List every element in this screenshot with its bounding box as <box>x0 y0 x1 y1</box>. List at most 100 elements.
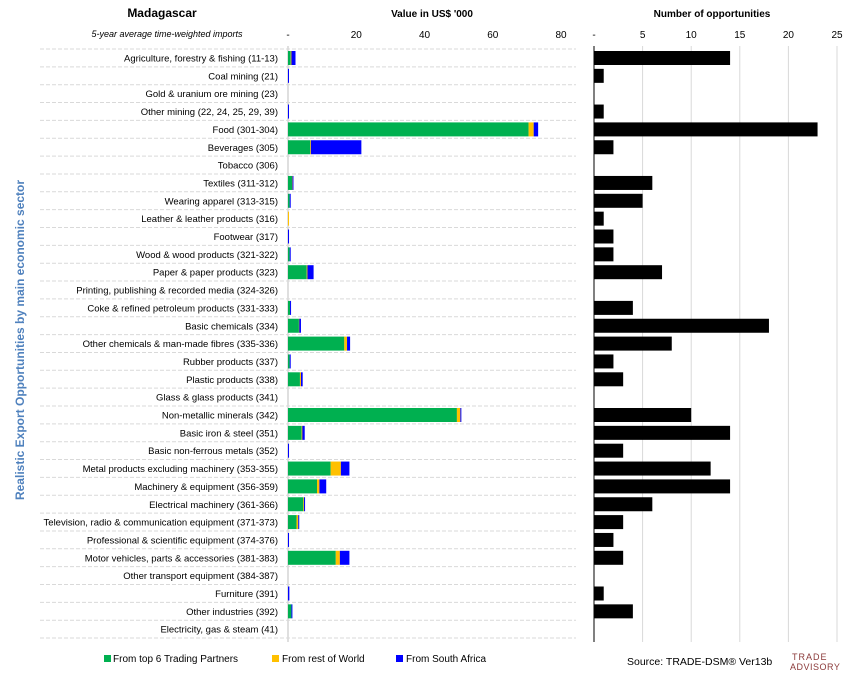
value-bar-sa <box>307 265 314 280</box>
value-bar-sa <box>310 140 362 155</box>
category-label: Basic non-ferrous metals (352) <box>148 446 278 457</box>
category-label: Non-metallic minerals (342) <box>162 411 278 422</box>
count-bar <box>594 497 653 512</box>
category-label: Motor vehicles, parts & accessories (381… <box>85 553 278 564</box>
value-bar-sa <box>347 336 351 351</box>
count-bar <box>594 532 614 547</box>
legend-label-top6: From top 6 Trading Partners <box>113 654 238 665</box>
count-tick-label: 5 <box>640 30 646 41</box>
value-tick-label: 40 <box>419 30 431 41</box>
value-bar-top6 <box>288 140 311 155</box>
count-bar <box>594 193 643 208</box>
count-bar <box>594 318 769 333</box>
value-bar-rest <box>335 550 340 565</box>
value-bar-top6 <box>288 461 331 476</box>
value-bar-sa <box>288 532 290 547</box>
legend-swatch-rest <box>272 655 279 662</box>
count-bar <box>594 122 818 137</box>
value-bar-rest <box>330 461 341 476</box>
value-bar-sa <box>288 586 290 601</box>
value-bar-top6 <box>288 336 345 351</box>
category-label: Other chemicals & man-made fibres (335-3… <box>83 339 278 350</box>
value-bar-top6 <box>288 247 290 262</box>
count-bar <box>594 211 604 226</box>
category-labels: Agriculture, forestry & fishing (11-13) C… <box>40 48 576 639</box>
value-bar-sa <box>288 68 289 83</box>
category-label: Gold & uranium ore mining (23) <box>145 89 278 100</box>
value-bar-sa <box>288 443 290 458</box>
count-bar <box>594 229 614 244</box>
count-bar <box>594 425 731 440</box>
trade-advisory-logo: TRADE ADVISORY <box>790 652 840 672</box>
category-label: Metal products excluding machinery (353-… <box>83 464 278 475</box>
value-bar-sa <box>319 479 327 494</box>
category-label: Wearing apparel (313-315) <box>165 196 278 207</box>
value-bar-rest <box>310 140 312 155</box>
category-label: Footwear (317) <box>214 232 278 243</box>
category-label: Plastic products (338) <box>186 375 278 386</box>
value-bar-top6 <box>288 550 336 565</box>
legend-item-sa[interactable]: From South Africa <box>396 654 486 665</box>
count-bar <box>594 550 624 565</box>
count-bar <box>594 68 604 83</box>
category-label: Machinery & equipment (356-359) <box>134 482 278 493</box>
legend-item-rest[interactable]: From rest of World <box>272 654 365 665</box>
value-tick-label: - <box>286 30 289 41</box>
count-bar <box>594 354 614 369</box>
value-bar-top6 <box>288 479 318 494</box>
value-bar-top6 <box>288 408 457 422</box>
count-bar <box>594 372 624 387</box>
category-label: Tobacco (306) <box>218 161 278 172</box>
value-bar-rest <box>301 425 303 440</box>
value-bar-top6 <box>288 354 290 369</box>
legend-label-rest: From rest of World <box>282 654 365 665</box>
value-bar-sa <box>289 354 291 369</box>
category-label: Furniture (391) <box>215 589 278 600</box>
count-bar <box>594 443 624 458</box>
count-bar <box>594 586 604 601</box>
category-label: Leather & leather products (316) <box>141 214 278 225</box>
value-bar-rest <box>288 211 290 226</box>
count-bar <box>594 51 731 65</box>
category-label: Basic chemicals (334) <box>185 321 278 332</box>
category-label: Glass & glass products (341) <box>156 393 278 404</box>
count-bar <box>594 247 614 262</box>
category-label: Beverages (305) <box>208 143 278 154</box>
count-bar <box>594 604 633 619</box>
category-label: Basic iron & steel (351) <box>180 428 278 439</box>
value-bar-top6 <box>288 497 304 512</box>
count-bar <box>594 461 711 476</box>
value-bar-rest <box>296 515 299 530</box>
count-tick-label: 15 <box>734 30 746 41</box>
value-bar-top6 <box>288 604 292 619</box>
category-label: Textiles (311-312) <box>203 178 278 189</box>
value-tick-label: 20 <box>351 30 363 41</box>
count-bar <box>594 175 653 190</box>
value-bar-rest <box>303 497 305 512</box>
category-label: Coal mining (21) <box>208 71 278 82</box>
category-label: Television, radio & communication equipm… <box>44 518 278 529</box>
value-bar-sa <box>291 51 296 65</box>
y-axis-title: Realistic Export Opportunities by main e… <box>13 180 27 500</box>
count-tick-label: - <box>592 30 595 41</box>
value-bar-sa <box>289 247 291 262</box>
source-text: Source: TRADE-DSM® Ver13b <box>627 656 772 668</box>
legend-item-top6[interactable]: From top 6 Trading Partners <box>104 654 238 665</box>
count-bar <box>594 140 614 155</box>
value-bar-top6 <box>288 372 300 387</box>
category-label: Electricity, gas & steam (41) <box>160 625 278 636</box>
count-bar <box>594 104 604 119</box>
category-label: Food (301-304) <box>213 125 278 136</box>
value-bar-sa <box>289 193 291 208</box>
value-chart-panel: - 20 40 60 80 <box>286 30 567 642</box>
value-chart-title: Value in US$ '000 <box>391 9 473 20</box>
value-bar-rest <box>456 408 461 422</box>
category-label: Paper & paper products (323) <box>153 268 278 279</box>
value-bar-sa <box>339 550 350 565</box>
count-chart-panel: - 5 10 15 20 25 <box>592 30 843 642</box>
count-tick-label: 25 <box>831 30 843 41</box>
value-bar-top6 <box>288 300 291 315</box>
count-bar <box>594 300 633 315</box>
value-tick-label: 80 <box>555 30 567 41</box>
